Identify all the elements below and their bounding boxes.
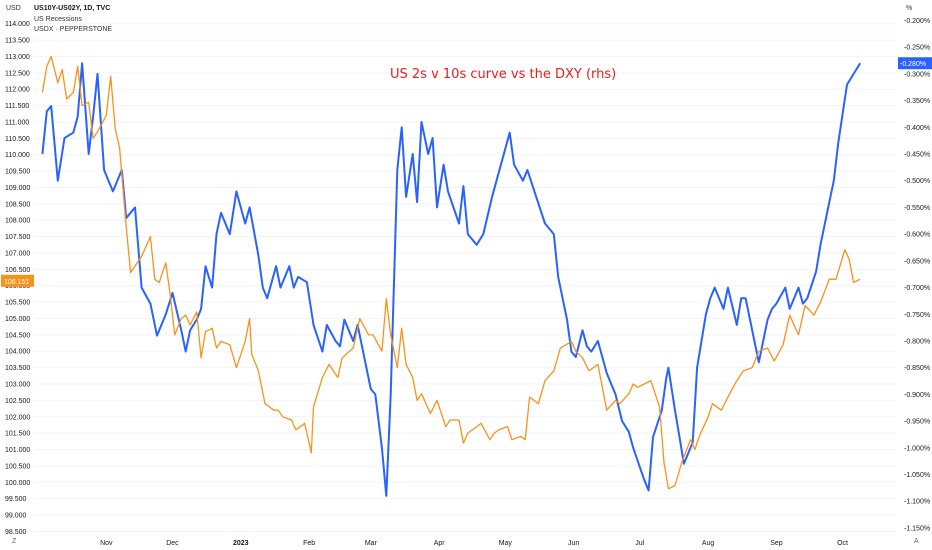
- left-tick-label: 108.500: [5, 201, 30, 208]
- right-tick-label: -0.700%: [904, 285, 930, 292]
- left-tick-label: 107.500: [5, 234, 30, 241]
- time-tick-label: Jun: [568, 540, 579, 547]
- left-tick-label: 99.500: [5, 496, 27, 503]
- left-tick-label: 113.000: [5, 54, 30, 61]
- left-tick-label: 110.500: [5, 136, 30, 143]
- left-tick-label: 103.000: [5, 382, 30, 389]
- right-axis: -0.200% -0.250% -0.300% -0.350% -0.400% -0.45…: [904, 18, 930, 532]
- left-tick-label: 112.500: [5, 70, 30, 77]
- time-tick-label: Aug: [702, 540, 715, 547]
- right-tick-label: -1.150%: [904, 525, 930, 532]
- left-tick-label: 108.000: [5, 218, 30, 225]
- dxy-last-value: 106.151: [4, 279, 29, 286]
- time-tick-label: Sep: [770, 540, 783, 547]
- left-tick-label: 110.000: [5, 152, 30, 159]
- left-tick-label: 107.000: [5, 250, 30, 257]
- right-tick-label: -0.650%: [904, 258, 930, 265]
- left-tick-label: 105.000: [5, 316, 30, 323]
- left-axis-unit: USD: [6, 5, 21, 12]
- right-tick-label: -0.800%: [904, 338, 930, 345]
- left-tick-label: 99.000: [5, 513, 27, 520]
- time-tick-label: Dec: [166, 540, 179, 547]
- left-tick-label: 103.500: [5, 365, 30, 372]
- left-tick-label: 98.500: [5, 529, 27, 536]
- right-tick-label: -0.850%: [904, 365, 930, 372]
- spread-last-value: -0.280%: [900, 61, 926, 68]
- left-tick-label: 109.500: [5, 169, 30, 176]
- time-tick-label: Feb: [303, 540, 315, 547]
- time-tick-label: 2023: [233, 540, 249, 547]
- left-tick-label: 113.500: [5, 38, 30, 45]
- spread-line: [41, 62, 862, 497]
- last-value-labels: 106.151 -0.280%: [1, 57, 932, 287]
- dxy-last-badge: [1, 274, 34, 287]
- time-tick-label: May: [499, 540, 513, 547]
- left-tick-label: 102.500: [5, 398, 30, 405]
- right-tick-label: -0.750%: [904, 312, 930, 319]
- left-tick-label: 101.500: [5, 431, 30, 438]
- gridlines: [34, 23, 896, 532]
- left-tick-label: 106.500: [5, 267, 30, 274]
- left-tick-label: 101.000: [5, 447, 30, 454]
- zoom-toggle-icon[interactable]: Z: [12, 538, 17, 545]
- left-tick-label: 114.000: [5, 21, 30, 28]
- left-tick-label: 104.500: [5, 332, 30, 339]
- right-tick-label: -0.250%: [904, 45, 930, 52]
- time-axis: Nov Dec 2023 Feb Mar Apr May Jun Jul Aug Sep Oct: [100, 540, 848, 547]
- auto-scale-icon[interactable]: A: [914, 538, 919, 545]
- left-tick-label: 111.500: [5, 103, 29, 110]
- left-tick-label: 102.000: [5, 414, 30, 421]
- time-tick-label: Jul: [635, 540, 644, 547]
- legend-header: US10Y-US02Y, 1D, TVC US Recessions USDX …: [34, 4, 112, 36]
- left-tick-label: 100.500: [5, 463, 30, 470]
- left-tick-label: 105.500: [5, 300, 30, 307]
- dxy-line: [41, 55, 861, 490]
- right-tick-label: -0.450%: [904, 152, 930, 159]
- chart-annotation: US 2s v 10s curve vs the DXY (rhs): [390, 67, 616, 82]
- right-tick-label: -1.100%: [904, 499, 930, 506]
- time-tick-label: Apr: [434, 540, 446, 547]
- left-axis: 114.000 113.500 113.000 112.500 112.000 111.5…: [5, 21, 30, 536]
- left-tick-label: 109.000: [5, 185, 30, 192]
- right-tick-label: -0.900%: [904, 392, 930, 399]
- left-tick-label: 104.000: [5, 349, 30, 356]
- left-tick-label: 100.000: [5, 480, 30, 487]
- right-tick-label: -0.600%: [904, 232, 930, 239]
- right-tick-label: -0.350%: [904, 98, 930, 105]
- right-tick-label: -1.050%: [904, 472, 930, 479]
- usdx-label[interactable]: USDX · PEPPERSTONE: [34, 26, 113, 33]
- series-lines: [41, 55, 862, 497]
- main-symbol-label[interactable]: US10Y-US02Y, 1D, TVC: [34, 5, 111, 12]
- time-tick-label: Nov: [100, 540, 113, 547]
- right-tick-label: -0.300%: [904, 71, 930, 78]
- right-tick-label: -0.500%: [904, 178, 930, 185]
- right-tick-label: -0.200%: [904, 18, 930, 25]
- right-tick-label: -0.400%: [904, 125, 930, 132]
- right-tick-label: -0.550%: [904, 205, 930, 212]
- right-tick-label: -0.950%: [904, 419, 930, 426]
- time-tick-label: Oct: [837, 540, 848, 547]
- left-tick-label: 111.000: [5, 119, 29, 126]
- right-axis-unit: %: [906, 5, 913, 12]
- spread-last-badge: [898, 57, 932, 70]
- time-tick-label: Mar: [365, 540, 378, 547]
- recessions-label[interactable]: US Recessions: [34, 15, 82, 23]
- right-tick-label: -1.000%: [904, 445, 930, 452]
- left-tick-label: 112.000: [5, 87, 30, 94]
